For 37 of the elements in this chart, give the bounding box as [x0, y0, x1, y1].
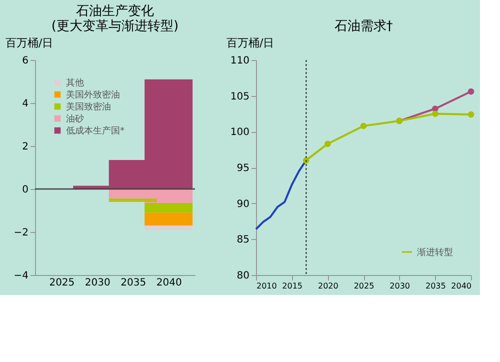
bar	[144, 202, 193, 213]
y-axis-title: 百万桶/日	[226, 36, 274, 50]
x-tick-label: 2035	[120, 278, 146, 288]
legend-label: 油砂	[66, 114, 84, 124]
x-tick-label: 2030	[390, 282, 410, 290]
x-tick-label: 2020	[318, 282, 338, 290]
chart-title: 石油生产变化 (更大变革与渐进转型)	[51, 4, 179, 34]
x-tick-label: 2040	[451, 282, 472, 290]
x-tick-label: 2015	[282, 282, 303, 290]
y-tick-label: 2	[22, 142, 28, 152]
legend-label: 低成本生产国*	[66, 126, 125, 136]
y-tick-label: 4	[22, 98, 28, 110]
y-tick-label: 105	[230, 91, 250, 102]
y-tick-label: 110	[230, 56, 250, 66]
y-tick-label: 90	[236, 198, 250, 210]
legend-label: 其他	[66, 78, 84, 88]
y-tick-label: 95	[236, 163, 250, 174]
x-tick-label: 2025	[354, 282, 374, 290]
bar	[144, 226, 193, 230]
y-tick-label: 100	[230, 127, 250, 138]
y-tick-label: 80	[236, 270, 250, 282]
x-tick-label: 2025	[49, 278, 75, 288]
x-tick-label: 2010	[256, 282, 277, 290]
chart-title: 石油需求†	[334, 19, 394, 34]
y-tick-label: 0	[22, 184, 28, 196]
x-tick-label: 2030	[84, 278, 110, 288]
legend-label: 美国外致密油	[66, 90, 120, 100]
y-tick-label: −4	[14, 270, 28, 282]
y-tick-label: −2	[14, 228, 28, 238]
x-tick-label: 2040	[156, 278, 182, 288]
y-axis-title: 百万桶/日	[6, 36, 54, 50]
x-tick-label: 2035	[425, 282, 446, 290]
y-tick-label: 6	[22, 56, 28, 66]
y-tick-label: 85	[236, 234, 250, 246]
bar	[144, 212, 193, 226]
legend-label: 美国致密油	[66, 102, 111, 112]
legend-label: 渐进转型	[417, 247, 453, 258]
